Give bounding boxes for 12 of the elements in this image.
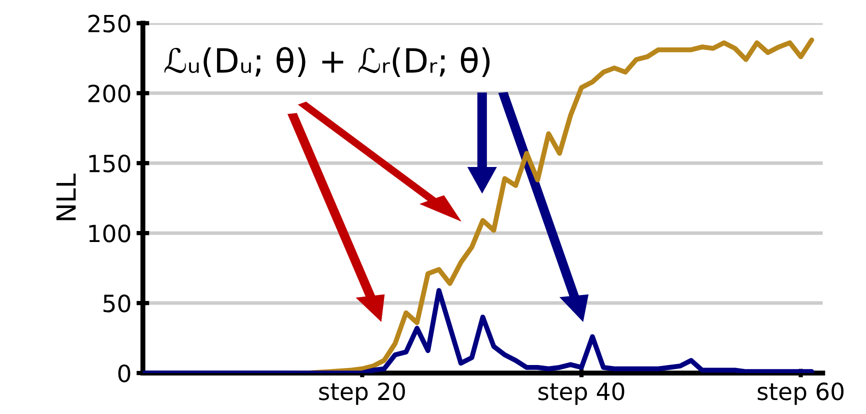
x-tick-label: step 40 [538, 382, 624, 405]
y-tick-label: 0 [118, 364, 130, 382]
y-tick-label: 250 [88, 14, 130, 32]
y-tick-label: 100 [89, 224, 130, 242]
x-tick-label: step 20 [319, 382, 405, 405]
y-tick-label: 200 [88, 84, 130, 102]
annotation: ℒᵤ(Dᵤ; θ) + ℒᵣ(Dᵣ; θ) [164, 47, 490, 78]
line-series [142, 288, 814, 374]
x-tick-label: step 60 [758, 382, 844, 405]
y-tick-label: 50 [104, 294, 130, 312]
y-tick-label: 150 [89, 154, 130, 172]
y-axis-title: NLL [56, 174, 76, 220]
